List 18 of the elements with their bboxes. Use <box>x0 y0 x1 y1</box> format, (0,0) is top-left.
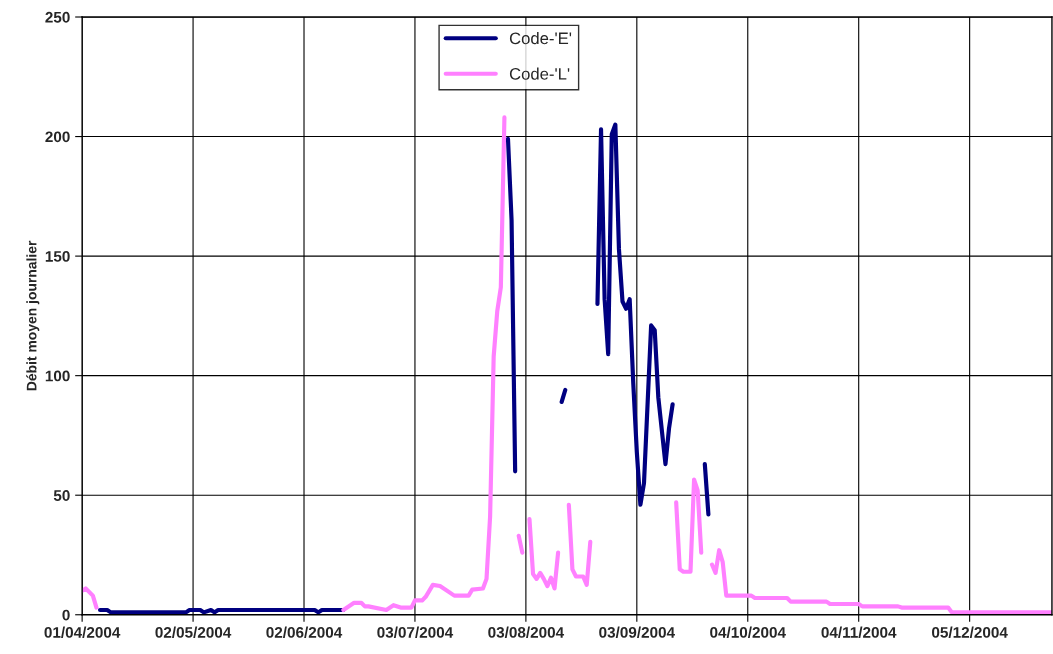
y-tick-label: 150 <box>45 250 70 262</box>
x-tick-label: 02/05/2004 <box>155 626 232 638</box>
legend-label: Code-'E' <box>509 32 572 45</box>
y-tick-label: 100 <box>45 370 70 382</box>
x-tick-label: 03/09/2004 <box>599 626 675 638</box>
x-tick-label: 01/04/2004 <box>44 626 121 638</box>
y-tick-label: 250 <box>45 11 70 23</box>
x-tick-label: 05/12/2004 <box>932 626 1008 638</box>
x-tick-label: 03/07/2004 <box>377 626 454 638</box>
x-tick-label: 04/10/2004 <box>710 626 786 638</box>
y-tick-label: 50 <box>53 490 70 501</box>
x-tick-label: 04/11/2004 <box>821 626 897 638</box>
y-tick-label: 0 <box>62 609 70 621</box>
y-axis-title: Débit moyen journalier <box>26 240 40 391</box>
y-tick-label: 200 <box>45 131 70 143</box>
x-tick-label: 02/06/2004 <box>266 626 343 638</box>
x-tick-label: 03/08/2004 <box>488 626 565 638</box>
legend-label: Code-'L' <box>509 67 570 80</box>
